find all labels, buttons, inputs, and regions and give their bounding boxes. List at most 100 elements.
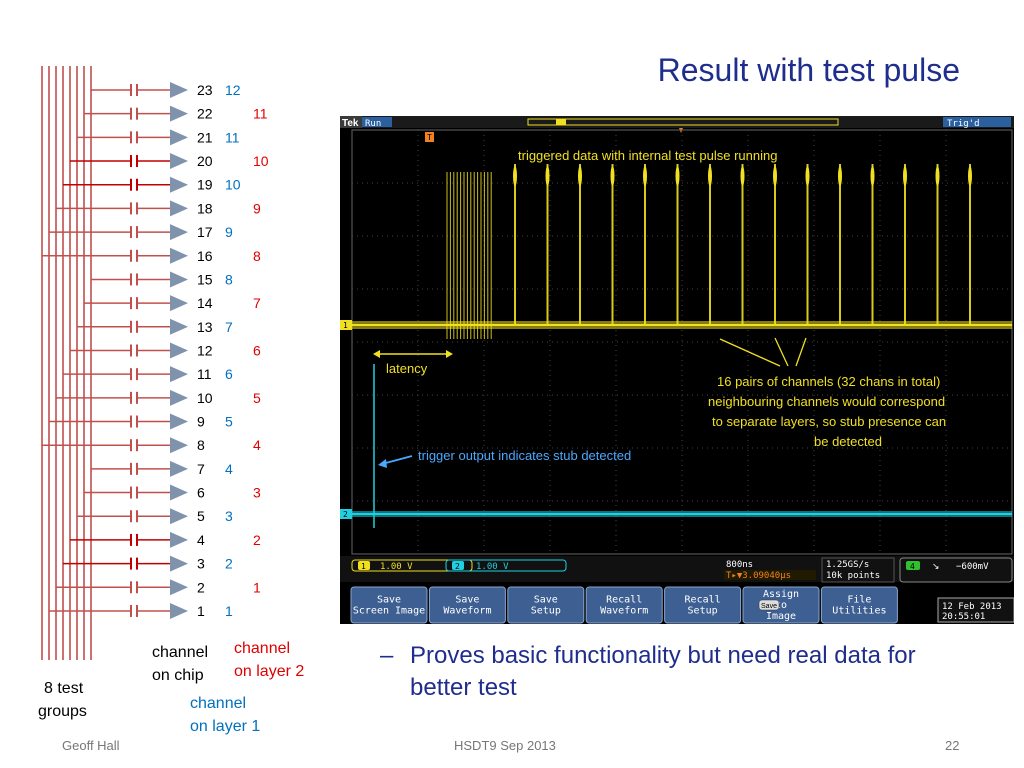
chip-channel-number: 7 bbox=[197, 461, 205, 477]
channel-row-13: 13 7 bbox=[77, 318, 233, 335]
annotation-pairs-1: 16 pairs of channels (32 chans in total) bbox=[717, 374, 940, 389]
annotation-pairs-4: be detected bbox=[814, 434, 882, 449]
amplifier-triangle bbox=[170, 342, 188, 359]
layer2-channel-number: 7 bbox=[253, 295, 261, 311]
ch1-pulse-head bbox=[838, 166, 842, 186]
label-test-groups-1: 8 test bbox=[44, 680, 84, 697]
amplifier-triangle bbox=[170, 413, 188, 430]
ch1-badge: 1 bbox=[361, 562, 366, 571]
layer1-channel-number: 12 bbox=[225, 82, 241, 98]
channel-row-19: 19 10 bbox=[63, 176, 241, 193]
svg-text:Save: Save bbox=[534, 595, 558, 606]
annotation-pairs-3: to separate layers, so stub presence can bbox=[712, 414, 946, 429]
layer2-channel-number: 6 bbox=[253, 342, 261, 358]
annotation-top: triggered data with internal test pulse … bbox=[518, 148, 777, 163]
chip-channel-number: 3 bbox=[197, 556, 205, 572]
chip-channel-number: 9 bbox=[197, 414, 205, 430]
amplifier-triangle bbox=[170, 82, 188, 98]
ch2-scale: 1.00 V bbox=[476, 562, 509, 572]
svg-text:to: to bbox=[775, 600, 787, 611]
label-test-groups-2: groups bbox=[38, 703, 87, 720]
trig-source: 4 bbox=[910, 562, 915, 571]
save-chip-label: Save bbox=[761, 603, 777, 610]
oscilloscope-screen: Tek Run Trig'd T 1 2 triggered data with… bbox=[340, 116, 1014, 624]
trigger-position: T▸▼3.09040µs bbox=[726, 571, 791, 581]
layer2-channel-number: 2 bbox=[253, 532, 261, 548]
channel-row-18: 18 9 bbox=[56, 200, 261, 217]
svg-text:T: T bbox=[427, 133, 432, 142]
label-channel-on-layer2-2: on layer 2 bbox=[234, 663, 304, 680]
amplifier-triangle bbox=[170, 366, 188, 383]
ch1-pulse-head bbox=[578, 166, 582, 186]
layer2-channel-number: 10 bbox=[253, 153, 269, 169]
amplifier-triangle bbox=[170, 224, 188, 241]
layer1-channel-number: 2 bbox=[225, 556, 233, 572]
amplifier-triangle bbox=[170, 295, 188, 312]
layer1-channel-number: 8 bbox=[225, 271, 233, 287]
trig-slope: ↘ bbox=[932, 562, 940, 572]
amplifier-triangle bbox=[170, 318, 188, 335]
timebase: 800ns bbox=[726, 560, 753, 570]
trig-level: −600mV bbox=[956, 562, 989, 572]
layer2-channel-number: 5 bbox=[253, 390, 261, 406]
ch1-pulse-head bbox=[935, 166, 940, 186]
amplifier-triangle bbox=[170, 176, 188, 193]
channel-row-16: 16 8 bbox=[42, 247, 261, 264]
chip-channel-number: 5 bbox=[197, 508, 205, 524]
chip-channel-number: 19 bbox=[197, 177, 213, 193]
ch2-waveform bbox=[352, 364, 1012, 528]
layer2-channel-number: 11 bbox=[253, 106, 268, 122]
layer2-channel-number: 8 bbox=[253, 248, 261, 264]
ch1-pulse-head bbox=[675, 166, 680, 186]
scope-date: 12 Feb 2013 bbox=[942, 602, 1002, 612]
svg-text:Recall: Recall bbox=[606, 595, 642, 606]
layer1-channel-number: 4 bbox=[225, 461, 233, 477]
scope-brand: Tek bbox=[342, 118, 359, 129]
amplifier-triangle bbox=[170, 555, 188, 572]
annotation-trigger: trigger output indicates stub detected bbox=[418, 448, 631, 463]
layer2-channel-number: 1 bbox=[253, 579, 261, 595]
bullet-text: Proves basic functionality but need real… bbox=[410, 642, 916, 701]
layer2-channel-number: 9 bbox=[253, 200, 261, 216]
svg-text:Image: Image bbox=[766, 611, 796, 622]
amplifier-triangle bbox=[170, 129, 188, 146]
channel-row-21: 21 11 bbox=[77, 129, 240, 146]
chip-channel-number: 11 bbox=[197, 366, 212, 382]
amplifier-triangle bbox=[170, 271, 188, 288]
chip-channel-number: 22 bbox=[197, 106, 213, 122]
label-channel-on-layer1-2: on layer 1 bbox=[190, 718, 260, 735]
ch1-waveform bbox=[352, 164, 1012, 339]
layer2-channel-number: 3 bbox=[253, 485, 261, 501]
chip-channel-number: 16 bbox=[197, 248, 213, 264]
amplifier-triangle bbox=[170, 247, 188, 264]
ch1-pulse-head bbox=[903, 166, 907, 186]
diagram-labels: channel on chip channel on layer 2 chann… bbox=[38, 640, 304, 735]
annotation-pairs-2: neighbouring channels would correspond bbox=[708, 394, 945, 409]
footer-event: HSDT9 Sep 2013 bbox=[454, 738, 556, 753]
label-channel-on-layer1-1: channel bbox=[190, 695, 246, 712]
chip-channel-number: 21 bbox=[197, 129, 213, 145]
chip-channel-number: 23 bbox=[197, 82, 213, 98]
channel-row-11: 11 6 bbox=[63, 366, 233, 383]
channel-row-10: 10 5 bbox=[56, 389, 261, 406]
channel-row-14: 14 7 bbox=[84, 295, 261, 312]
svg-text:Waveform: Waveform bbox=[443, 606, 491, 617]
ch1-scale: 1.00 V bbox=[380, 562, 413, 572]
amplifier-triangle bbox=[170, 389, 188, 406]
svg-text:Setup: Setup bbox=[531, 606, 561, 617]
ch1-pulse-head bbox=[708, 166, 712, 186]
wire-bundle bbox=[41, 66, 92, 660]
ch1-pulse-head bbox=[740, 166, 745, 186]
layer1-channel-number: 1 bbox=[225, 603, 233, 619]
